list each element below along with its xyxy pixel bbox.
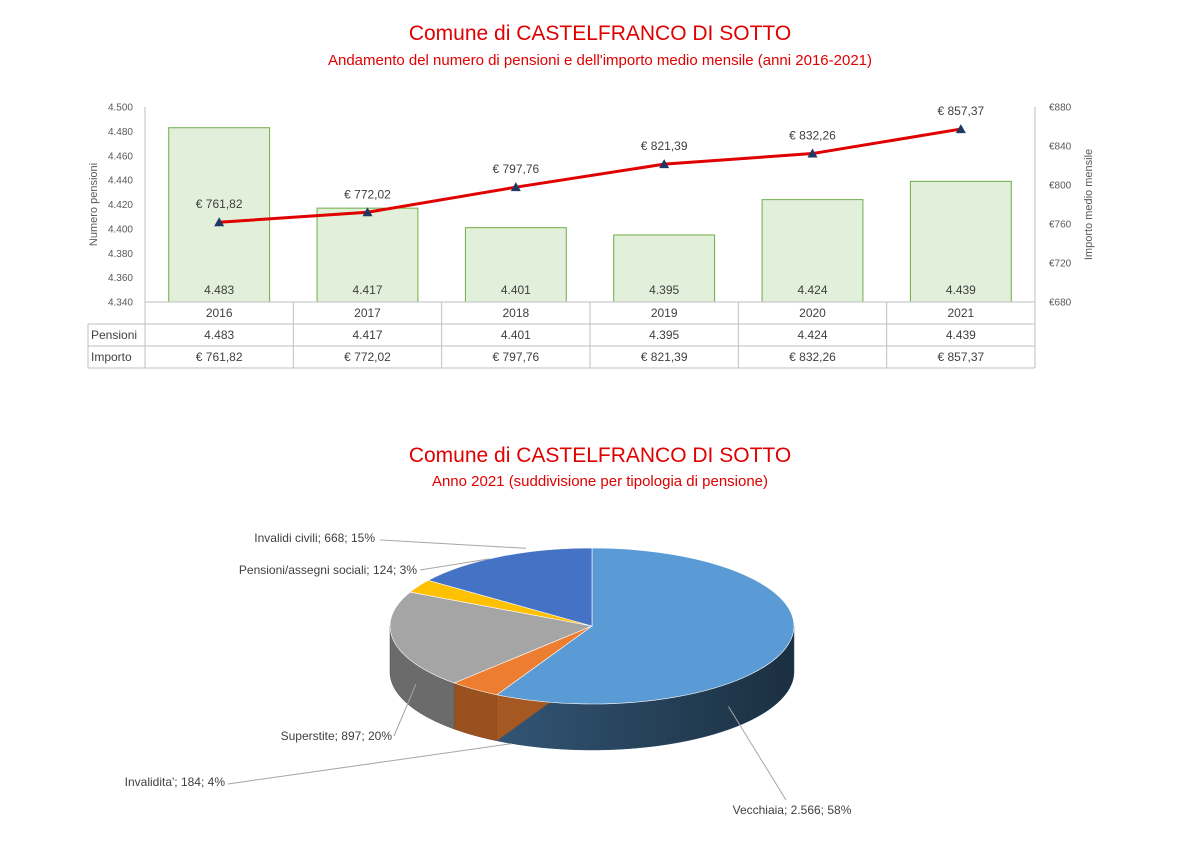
bar-data-label: 4.401 xyxy=(501,283,531,297)
pie-leader-line xyxy=(227,743,512,785)
table-cell: € 797,76 xyxy=(492,350,539,364)
y-tick-label: 4.340 xyxy=(108,298,133,309)
y2-tick-label: €760 xyxy=(1049,220,1072,231)
bar-2021 xyxy=(909,180,1012,303)
pie-leader-line xyxy=(728,706,787,801)
x-category-label: 2016 xyxy=(206,306,233,320)
pie-slice-label: Invalidita'; 184; 4% xyxy=(125,775,226,789)
pie-slice-label: Pensioni/assegni sociali; 124; 3% xyxy=(239,563,417,577)
y-tick-label: 4.400 xyxy=(108,224,133,235)
importo-data-label: € 761,82 xyxy=(196,197,243,211)
bar-2019 xyxy=(613,234,716,303)
importo-data-label: € 772,02 xyxy=(344,187,391,201)
x-category-label: 2018 xyxy=(502,306,529,320)
table-cell: 4.483 xyxy=(204,328,234,342)
bar-2018 xyxy=(464,227,567,303)
bar-chart-title: Comune di CASTELFRANCO DI SOTTO xyxy=(408,22,792,45)
bar-chart-subtitle: Andamento del numero di pensioni e dell'… xyxy=(327,52,873,69)
pie-slice-label: Superstite; 897; 20% xyxy=(281,729,393,743)
y2-axis-title: Importo medio mensile xyxy=(1083,149,1095,260)
y-axis-title: Numero pensioni xyxy=(88,163,100,246)
importo-data-label: € 857,37 xyxy=(937,104,984,118)
y-tick-label: 4.460 xyxy=(108,151,133,162)
pie-leader-line xyxy=(393,684,417,737)
pie-slice-superstite xyxy=(389,591,594,684)
importo-marker xyxy=(955,124,966,134)
importo-marker xyxy=(362,207,373,217)
bar-2020 xyxy=(761,199,864,303)
importo-data-label: € 832,26 xyxy=(789,129,836,143)
importo-marker xyxy=(659,159,670,169)
table-cell: € 821,39 xyxy=(641,350,688,364)
y2-tick-label: €680 xyxy=(1049,298,1072,309)
pie-chart-title: Comune di CASTELFRANCO DI SOTTO xyxy=(408,444,792,467)
y-tick-label: 4.360 xyxy=(108,273,133,284)
table-cell: € 772,02 xyxy=(344,350,391,364)
table-cell: 4.395 xyxy=(649,328,679,342)
x-category-label: 2019 xyxy=(651,306,678,320)
bar-data-label: 4.424 xyxy=(797,283,827,297)
x-category-label: 2017 xyxy=(354,306,381,320)
bar-2017 xyxy=(316,207,419,303)
y2-tick-label: €840 xyxy=(1049,142,1072,153)
x-category-label: 2021 xyxy=(947,306,974,320)
y-tick-label: 4.500 xyxy=(108,103,133,114)
pie-leader-line xyxy=(419,558,490,571)
table-cell: € 832,26 xyxy=(789,350,836,364)
importo-marker xyxy=(807,148,818,158)
bar-data-label: 4.395 xyxy=(649,283,679,297)
pie-side-walls xyxy=(389,625,795,751)
bar-chart: 4.340 4.360 4.380 4.400 4.420 4.440 4.460 4.480… xyxy=(87,103,1095,369)
y-tick-label: 4.480 xyxy=(108,127,133,138)
bar-data-label: 4.439 xyxy=(946,283,976,297)
y-tick-label: 4.440 xyxy=(108,176,133,187)
bar-data-label: 4.417 xyxy=(352,283,382,297)
pie-slice-invalidi-civili xyxy=(427,547,593,627)
y-tick-label: 4.420 xyxy=(108,200,133,211)
table-cell: 4.417 xyxy=(352,328,382,342)
table-cell: 4.439 xyxy=(946,328,976,342)
importo-line xyxy=(219,127,962,224)
table-row-header: Importo xyxy=(91,350,132,364)
x-category-label: 2020 xyxy=(799,306,826,320)
importo-data-label: € 797,76 xyxy=(492,162,539,176)
y2-tick-label: €720 xyxy=(1049,259,1072,270)
pie-slice-label: Invalidi civili; 668; 15% xyxy=(254,531,375,545)
bar-2016 xyxy=(168,127,271,303)
pie-chart: Vecchiaia; 2.566; 58% Invalidita'; 184; 4… xyxy=(125,531,852,817)
table-row-header: Pensioni xyxy=(91,328,137,342)
importo-data-label: € 821,39 xyxy=(641,139,688,153)
importo-marker xyxy=(510,182,521,192)
y2-tick-label: €800 xyxy=(1049,181,1072,192)
table-cell: € 857,37 xyxy=(937,350,984,364)
table-cell: 4.401 xyxy=(501,328,531,342)
bar-data-label: 4.483 xyxy=(204,283,234,297)
pie-slice-vecchiaia xyxy=(496,547,795,705)
table-cell: € 761,82 xyxy=(196,350,243,364)
pie-slice-label: Vecchiaia; 2.566; 58% xyxy=(733,803,852,817)
pie-chart-subtitle: Anno 2021 (suddivisione per tipologia di… xyxy=(431,473,769,490)
y2-tick-label: €880 xyxy=(1049,103,1072,114)
importo-marker xyxy=(214,217,225,227)
y-tick-label: 4.380 xyxy=(108,249,133,260)
pie-leader-line xyxy=(379,539,526,549)
table-cell: 4.424 xyxy=(797,328,827,342)
